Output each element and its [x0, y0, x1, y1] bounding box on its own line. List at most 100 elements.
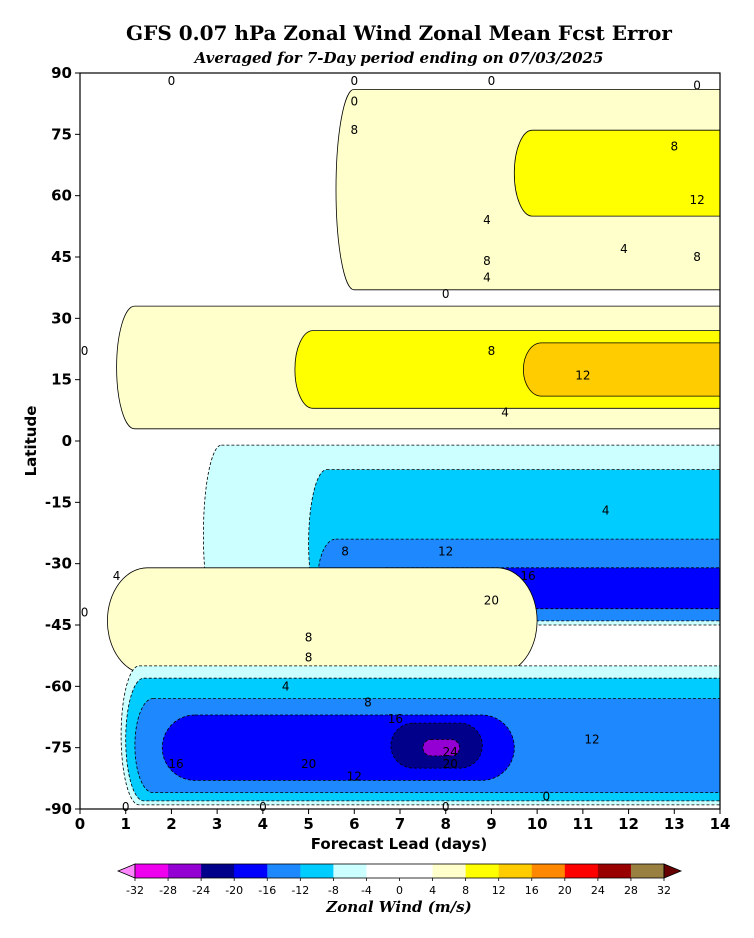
y-tick-label-11: -75	[45, 739, 72, 757]
x-tick-label-1: 1	[120, 815, 130, 833]
x-tick-label-4: 4	[258, 815, 268, 833]
contour-label-4: 0	[693, 78, 701, 92]
colorbar-swatch-15	[630, 864, 665, 878]
contour-label-38: 0	[81, 344, 89, 358]
y-tick-label-3: 45	[51, 248, 72, 266]
y-tick-label-1: 75	[51, 125, 72, 143]
y-axis-ticks: 90 75 60 45 30 15 0 -15 -30 -45 -60 -75 -90	[45, 64, 80, 818]
contour-label-13: 0	[442, 287, 450, 301]
contour-label-5: 8	[350, 123, 358, 137]
x-tick-label-8: 8	[440, 815, 450, 833]
contour-fills	[107, 89, 720, 806]
contour-label-2: 0	[488, 74, 496, 88]
colorbar-tick-label-1: -28	[159, 884, 177, 897]
x-tick-label-6: 6	[349, 815, 359, 833]
contour-label-9: 4	[620, 242, 628, 256]
contour-label-22: 4	[113, 569, 121, 583]
x-tick-label-13: 13	[664, 815, 685, 833]
chart-title: GFS 0.07 hPa Zonal Wind Zonal Mean Fcst …	[126, 21, 672, 45]
contour-label-32: 16	[168, 757, 183, 771]
contour-region-16	[422, 739, 460, 757]
colorbar-tick-label-0: -32	[126, 884, 144, 897]
x-tick-label-3: 3	[212, 815, 222, 833]
colorbar-tick-label-11: 12	[492, 884, 506, 897]
x-tick-label-11: 11	[572, 815, 593, 833]
colorbar-label: Zonal Wind (m/s)	[325, 898, 471, 916]
contour-label-30: 20	[443, 757, 458, 771]
contour-label-20: 16	[520, 569, 535, 583]
colorbar-tick-label-15: 28	[624, 884, 638, 897]
chart-subtitle: Averaged for 7-Day period ending on 07/0…	[193, 49, 604, 67]
colorbar-extend-low	[116, 863, 136, 879]
colorbar-tick-label-14: 24	[591, 884, 605, 897]
contour-label-23: 8	[305, 630, 313, 644]
contour-label-34: 0	[122, 800, 130, 814]
colorbar-tick-label-3: -20	[225, 884, 243, 897]
colorbar-tick-label-5: -12	[291, 884, 309, 897]
colorbar-swatch-5	[300, 864, 334, 878]
y-tick-label-4: 30	[51, 309, 72, 327]
colorbar-tick-label-9: 4	[429, 884, 436, 897]
contour-label-33: 12	[347, 769, 362, 783]
x-tick-label-14: 14	[710, 815, 731, 833]
colorbar-tick-label-8: 0	[396, 884, 403, 897]
contour-label-16: 4	[501, 405, 509, 419]
contour-label-8: 4	[483, 213, 491, 227]
contour-label-19: 12	[438, 544, 453, 558]
contour-label-27: 16	[388, 712, 403, 726]
y-tick-label-2: 60	[51, 187, 72, 205]
contour-label-24: 8	[305, 651, 313, 665]
y-tick-label-10: -60	[45, 677, 72, 695]
colorbar-swatch-10	[465, 864, 499, 878]
contour-label-31: 20	[301, 757, 316, 771]
contour-region-1	[513, 129, 720, 217]
colorbar-swatch-7	[366, 864, 400, 878]
y-tick-label-9: -45	[45, 616, 72, 634]
colorbar-swatch-1	[168, 864, 202, 878]
colorbar-tick-label-2: -24	[192, 884, 210, 897]
contour-label-26: 8	[364, 696, 372, 710]
contour-label-0: 0	[168, 74, 176, 88]
y-tick-label-8: -30	[45, 555, 72, 573]
colorbar-swatch-2	[201, 864, 235, 878]
y-tick-label-5: 15	[51, 371, 72, 389]
contour-label-11: 8	[693, 250, 701, 264]
contour-region-4	[523, 342, 720, 397]
y-tick-label-12: -90	[45, 800, 72, 818]
contour-label-39: 0	[81, 606, 89, 620]
colorbar-swatch-6	[333, 864, 367, 878]
contour-label-10: 8	[483, 254, 491, 268]
colorbar-tick-label-13: 20	[558, 884, 572, 897]
contour-label-17: 4	[602, 504, 610, 518]
contour-label-7: 12	[689, 193, 704, 207]
x-axis-ticks: 0 1 2 3 4 5 6 7 8 9 10 11 12 13 14	[75, 809, 731, 833]
colorbar-tick-label-4: -16	[258, 884, 276, 897]
colorbar-swatch-14	[597, 864, 632, 878]
contour-label-18: 8	[341, 544, 349, 558]
colorbar-tick-label-12: 16	[525, 884, 539, 897]
x-tick-label-5: 5	[303, 815, 313, 833]
contour-label-36: 0	[442, 800, 450, 814]
contour-label-14: 8	[488, 344, 496, 358]
colorbar-extend-high	[663, 863, 683, 879]
x-axis-label: Forecast Lead (days)	[311, 835, 487, 853]
x-tick-label-12: 12	[618, 815, 639, 833]
contour-label-21: 20	[484, 594, 499, 608]
contour-label-37: 0	[542, 790, 550, 804]
colorbar-swatch-13	[564, 864, 599, 878]
colorbar-tick-label-7: -4	[361, 884, 372, 897]
contour-label-15: 12	[575, 369, 590, 383]
colorbar-swatch-11	[498, 864, 533, 878]
y-tick-label-0: 90	[51, 64, 72, 82]
colorbar-swatch-4	[267, 864, 301, 878]
x-tick-label-9: 9	[486, 815, 496, 833]
colorbar-swatch-12	[531, 864, 566, 878]
colorbar: -32 -28 -24 -20 -16 -12 -8 -4 0 4 8 12 16 20 24 28 32	[116, 863, 683, 897]
colorbar-tick-label-10: 8	[462, 884, 469, 897]
contour-label-3: 0	[350, 95, 358, 109]
colorbar-swatch-3	[234, 864, 268, 878]
y-tick-label-7: -15	[45, 493, 72, 511]
